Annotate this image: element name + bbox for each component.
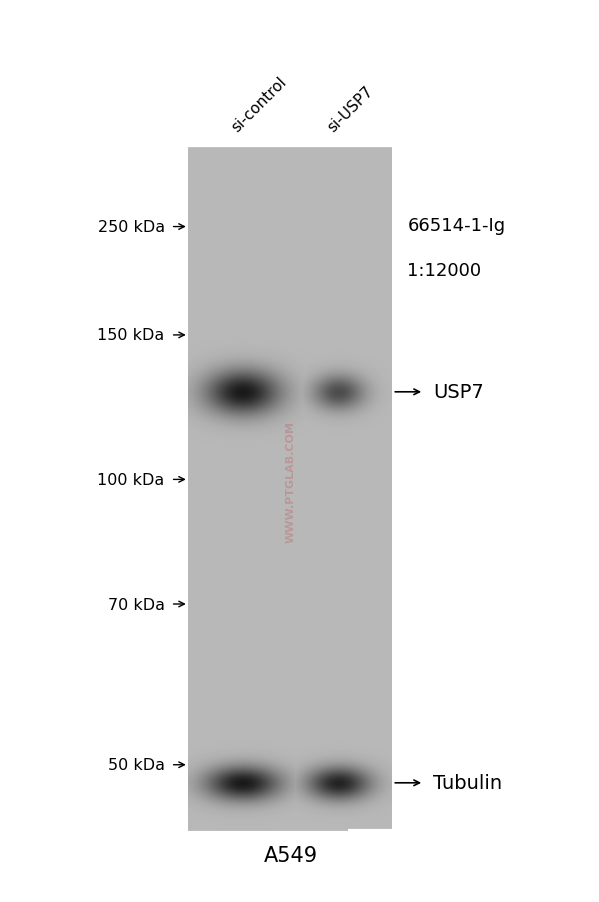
Text: 66514-1-Ig: 66514-1-Ig — [407, 216, 506, 235]
Text: A549: A549 — [264, 845, 317, 865]
Text: 70 kDa: 70 kDa — [108, 597, 165, 612]
Text: 50 kDa: 50 kDa — [108, 758, 165, 772]
Text: 150 kDa: 150 kDa — [98, 328, 165, 343]
Text: Tubulin: Tubulin — [433, 773, 502, 793]
Text: 100 kDa: 100 kDa — [98, 473, 165, 487]
Text: si-control: si-control — [229, 75, 290, 135]
Text: USP7: USP7 — [433, 382, 484, 402]
Text: WWW.PTGLAB.COM: WWW.PTGLAB.COM — [286, 420, 295, 542]
Text: 250 kDa: 250 kDa — [98, 220, 165, 235]
Text: si-USP7: si-USP7 — [325, 84, 376, 135]
Text: 1:12000: 1:12000 — [407, 262, 482, 280]
